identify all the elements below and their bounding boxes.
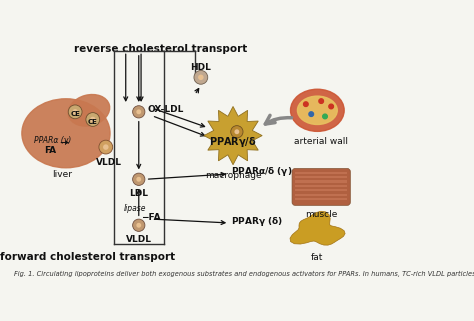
Circle shape <box>137 109 141 114</box>
FancyBboxPatch shape <box>295 176 347 178</box>
FancyBboxPatch shape <box>295 194 347 196</box>
Text: macrophage: macrophage <box>205 171 261 180</box>
FancyBboxPatch shape <box>292 169 350 205</box>
Text: OX-LDL: OX-LDL <box>148 105 184 114</box>
Circle shape <box>99 140 113 154</box>
Circle shape <box>133 219 145 231</box>
Circle shape <box>73 109 78 115</box>
Circle shape <box>133 106 145 118</box>
Circle shape <box>137 177 141 182</box>
Text: FA: FA <box>45 146 57 155</box>
Text: forward cholesterol transport: forward cholesterol transport <box>0 252 175 262</box>
FancyBboxPatch shape <box>295 198 347 200</box>
Text: CE: CE <box>88 119 98 125</box>
Text: $\mathbf{PPAR\alpha/\delta}$ $\mathbf{(\gamma)}$: $\mathbf{PPAR\alpha/\delta}$ $\mathbf{(\… <box>231 165 292 178</box>
Text: reverse cholesterol transport: reverse cholesterol transport <box>73 44 247 54</box>
Ellipse shape <box>22 99 110 168</box>
Circle shape <box>86 113 100 126</box>
Text: PPAR$\mathbf{\gamma}$/$\mathbf{\delta}$: PPAR$\mathbf{\gamma}$/$\mathbf{\delta}$ <box>209 135 257 149</box>
Text: Fig. 1. Circulating lipoproteins deliver both exogenous substrates and endogenou: Fig. 1. Circulating lipoproteins deliver… <box>14 271 474 277</box>
Polygon shape <box>290 211 345 245</box>
Text: lipase: lipase <box>124 204 146 213</box>
FancyBboxPatch shape <box>295 180 347 183</box>
Circle shape <box>329 104 333 109</box>
Text: fat: fat <box>311 253 324 262</box>
Text: VLDL: VLDL <box>126 235 152 244</box>
Text: HDL: HDL <box>191 63 211 72</box>
Text: −FA: −FA <box>141 213 161 222</box>
Circle shape <box>235 129 239 134</box>
Circle shape <box>323 114 328 119</box>
Text: LDL: LDL <box>129 189 148 198</box>
Ellipse shape <box>68 94 109 126</box>
FancyBboxPatch shape <box>295 172 347 174</box>
Text: liver: liver <box>52 170 72 179</box>
Circle shape <box>103 144 109 150</box>
FancyBboxPatch shape <box>295 189 347 191</box>
Polygon shape <box>204 107 262 165</box>
Ellipse shape <box>291 89 344 131</box>
Circle shape <box>194 70 208 84</box>
Text: $\mathbf{PPAR\gamma}$ $\mathbf{(\delta)}$: $\mathbf{PPAR\gamma}$ $\mathbf{(\delta)}… <box>231 215 283 228</box>
Text: PPARα (γ): PPARα (γ) <box>34 136 71 145</box>
Circle shape <box>231 126 243 138</box>
Circle shape <box>303 102 308 107</box>
Circle shape <box>319 99 323 103</box>
Circle shape <box>198 74 204 80</box>
FancyBboxPatch shape <box>295 185 347 187</box>
Circle shape <box>90 117 96 122</box>
Circle shape <box>137 223 141 228</box>
Circle shape <box>68 105 82 119</box>
Text: VLDL: VLDL <box>96 158 122 167</box>
Text: CE: CE <box>70 111 80 117</box>
Circle shape <box>309 112 313 117</box>
Circle shape <box>133 173 145 186</box>
Text: muscle: muscle <box>305 210 337 219</box>
Text: arterial wall: arterial wall <box>294 137 348 146</box>
Ellipse shape <box>297 96 337 125</box>
